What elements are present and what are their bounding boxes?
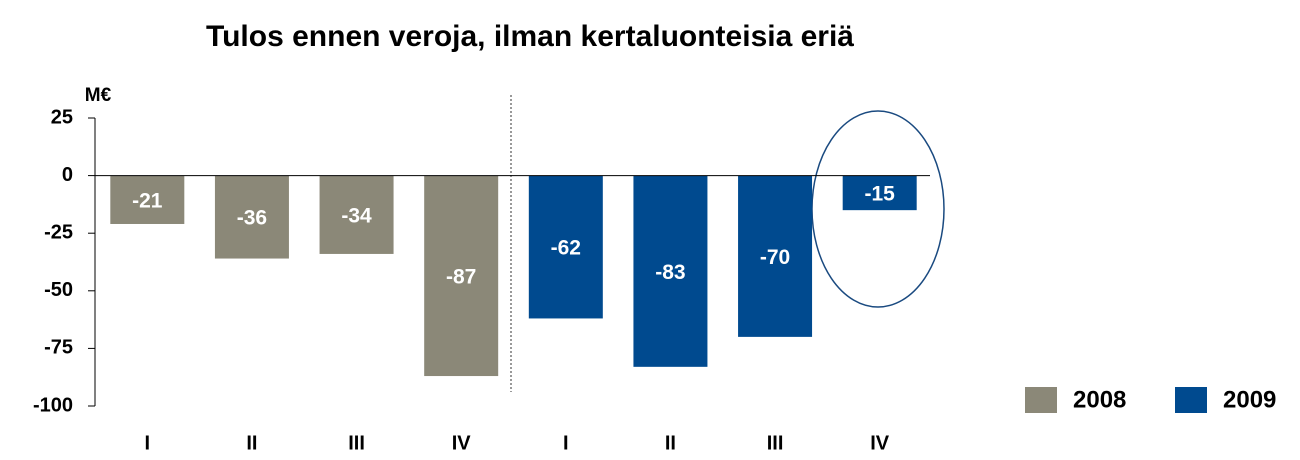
y-tick-label: 0 xyxy=(62,164,73,186)
x-tick-label: I xyxy=(563,432,569,454)
bar xyxy=(738,175,813,337)
y-tick-label: -100 xyxy=(33,394,73,416)
bar xyxy=(528,175,603,319)
legend-swatch xyxy=(1175,387,1207,413)
y-tick-label: -50 xyxy=(44,279,73,301)
x-tick-label: II xyxy=(246,432,257,454)
x-tick-label: II xyxy=(665,432,676,454)
data-label: -15 xyxy=(865,182,896,205)
data-label: -70 xyxy=(760,246,790,269)
y-axis-label: M€ xyxy=(85,85,112,106)
y-tick-label: 25 xyxy=(51,106,73,128)
legend-label: 2009 xyxy=(1223,386,1276,413)
y-tick-label: -75 xyxy=(44,337,73,359)
bar xyxy=(842,175,917,211)
data-label: -21 xyxy=(132,189,163,212)
bar xyxy=(319,175,394,254)
bar xyxy=(214,175,289,259)
data-label: -34 xyxy=(341,204,372,227)
chart-title: Tulos ennen veroja, ilman kertaluonteisi… xyxy=(206,20,854,53)
x-tick-label: III xyxy=(767,432,784,454)
x-tick-label: IV xyxy=(452,432,472,454)
bar xyxy=(110,175,185,224)
y-tick-label: -25 xyxy=(44,221,73,243)
bar xyxy=(424,175,499,377)
data-label: -87 xyxy=(446,265,476,288)
bar xyxy=(633,175,708,367)
data-label: -83 xyxy=(655,261,685,284)
x-tick-label: III xyxy=(348,432,365,454)
data-label: -36 xyxy=(237,207,267,230)
legend-swatch xyxy=(1025,387,1057,413)
x-tick-label: I xyxy=(145,432,151,454)
legend-label: 2008 xyxy=(1073,386,1126,413)
x-tick-label: IV xyxy=(870,432,890,454)
data-label: -62 xyxy=(551,237,581,260)
